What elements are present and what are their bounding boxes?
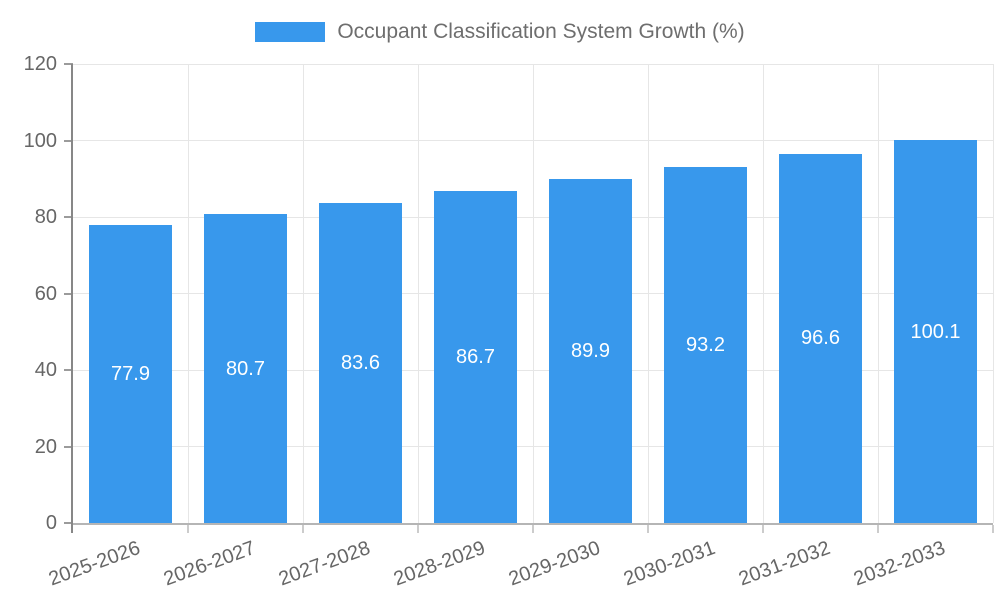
bar[interactable] xyxy=(664,166,747,523)
bar-value-label: 80.7 xyxy=(226,357,265,380)
x-axis-tick-label: 2025-2026 xyxy=(45,537,144,591)
bar-value-label: 86.7 xyxy=(456,346,495,369)
legend-swatch xyxy=(255,22,326,42)
x-axis-tick xyxy=(877,525,879,533)
y-axis-tick xyxy=(64,216,73,218)
y-axis-tick-label: 60 xyxy=(34,282,57,305)
y-axis-tick-label: 40 xyxy=(34,359,57,381)
x-axis-tick-label: 2029-2030 xyxy=(505,537,604,591)
y-axis-tick xyxy=(64,139,73,142)
x-axis-tick xyxy=(532,525,534,533)
x-axis-tick xyxy=(992,525,994,533)
bar[interactable] xyxy=(204,214,287,523)
bar[interactable] xyxy=(434,191,517,523)
x-axis-tick-label: 2030-2031 xyxy=(620,537,719,591)
y-axis-tick-label: 80 xyxy=(34,206,57,228)
bar[interactable] xyxy=(779,153,862,523)
y-axis-tick xyxy=(64,369,73,371)
x-gridline xyxy=(877,64,879,523)
bar-value-label: 83.6 xyxy=(341,352,380,375)
x-gridline xyxy=(647,64,649,523)
y-axis-tick xyxy=(64,63,73,65)
y-axis-tick-label: 20 xyxy=(34,435,57,458)
bar[interactable] xyxy=(894,140,977,523)
y-axis-tick-label: 100 xyxy=(23,129,57,152)
bar-value-label: 89.9 xyxy=(571,340,610,363)
bar[interactable] xyxy=(319,203,402,523)
bar-value-label: 96.6 xyxy=(801,327,840,350)
chart-legend[interactable]: Occupant Classification System Growth (%… xyxy=(0,20,1000,44)
x-axis-tick-label: 2028-2029 xyxy=(390,537,489,591)
x-axis-line xyxy=(73,523,993,525)
bar-value-label: 77.9 xyxy=(111,363,150,386)
legend-label: Occupant Classification System Growth (%… xyxy=(337,20,745,43)
bar-value-label: 93.2 xyxy=(686,333,725,356)
x-gridline xyxy=(532,64,534,523)
x-axis-tick-label: 2031-2032 xyxy=(735,537,834,591)
x-axis-tick xyxy=(302,525,304,533)
x-axis-tick xyxy=(762,525,764,533)
y-axis-line xyxy=(71,64,73,533)
x-axis-tick-label: 2026-2027 xyxy=(160,537,259,591)
bar[interactable] xyxy=(89,225,172,523)
x-gridline xyxy=(417,64,419,523)
x-axis-tick xyxy=(417,525,419,533)
x-gridline xyxy=(187,64,189,523)
x-axis-tick-label: 2032-2033 xyxy=(850,537,949,591)
x-axis-tick xyxy=(647,525,649,533)
bar[interactable] xyxy=(549,179,632,523)
y-axis-tick xyxy=(64,292,73,295)
y-axis-tick xyxy=(64,522,73,524)
x-gridline xyxy=(762,64,764,523)
x-gridline xyxy=(992,64,994,523)
x-axis-tick-label: 2027-2028 xyxy=(275,537,374,591)
y-axis-tick xyxy=(64,445,73,448)
y-axis-tick-label: 120 xyxy=(23,53,57,75)
x-gridline xyxy=(302,64,304,523)
x-axis-tick xyxy=(187,525,189,533)
y-axis-tick-label: 0 xyxy=(45,512,57,534)
bar-value-label: 100.1 xyxy=(910,320,961,343)
